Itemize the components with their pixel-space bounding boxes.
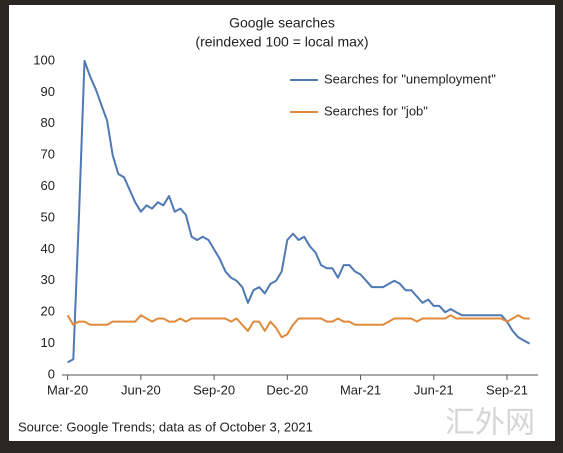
x-tick-label: Dec-20 [266, 382, 308, 397]
series-line [67, 60, 531, 364]
y-tick-label: 40 [41, 241, 55, 256]
x-tick-label: Mar-20 [47, 382, 88, 397]
y-tick-label: 90 [41, 84, 55, 99]
x-tick-label: Sep-21 [486, 382, 528, 397]
y-tick-label: 100 [33, 52, 55, 67]
y-tick-label: 0 [48, 366, 55, 381]
x-tick-label: Sep-20 [193, 382, 235, 397]
y-tick-label: 70 [41, 147, 55, 162]
y-tick-label: 20 [41, 304, 55, 319]
source-note: Source: Google Trends; data as of Octobe… [18, 419, 313, 434]
y-tick-label: 10 [41, 335, 55, 350]
legend-label: Searches for "job" [324, 103, 428, 118]
x-tick-label: Jun-21 [414, 382, 454, 397]
x-tick-label: Jun-20 [121, 382, 161, 397]
y-tick-label: 60 [41, 178, 55, 193]
legend-label: Searches for "unemployment" [324, 71, 496, 86]
y-tick-label: 50 [41, 209, 55, 224]
watermark: 汇外网 [445, 406, 535, 441]
x-tick-label: Mar-21 [340, 382, 381, 397]
series-line [66, 314, 530, 339]
y-tick-label: 80 [41, 115, 55, 130]
chart-subtitle: (reindexed 100 = local max) [195, 34, 368, 50]
panel [9, 5, 555, 441]
chart-title: Google searches [229, 15, 335, 31]
y-tick-label: 30 [41, 272, 55, 287]
